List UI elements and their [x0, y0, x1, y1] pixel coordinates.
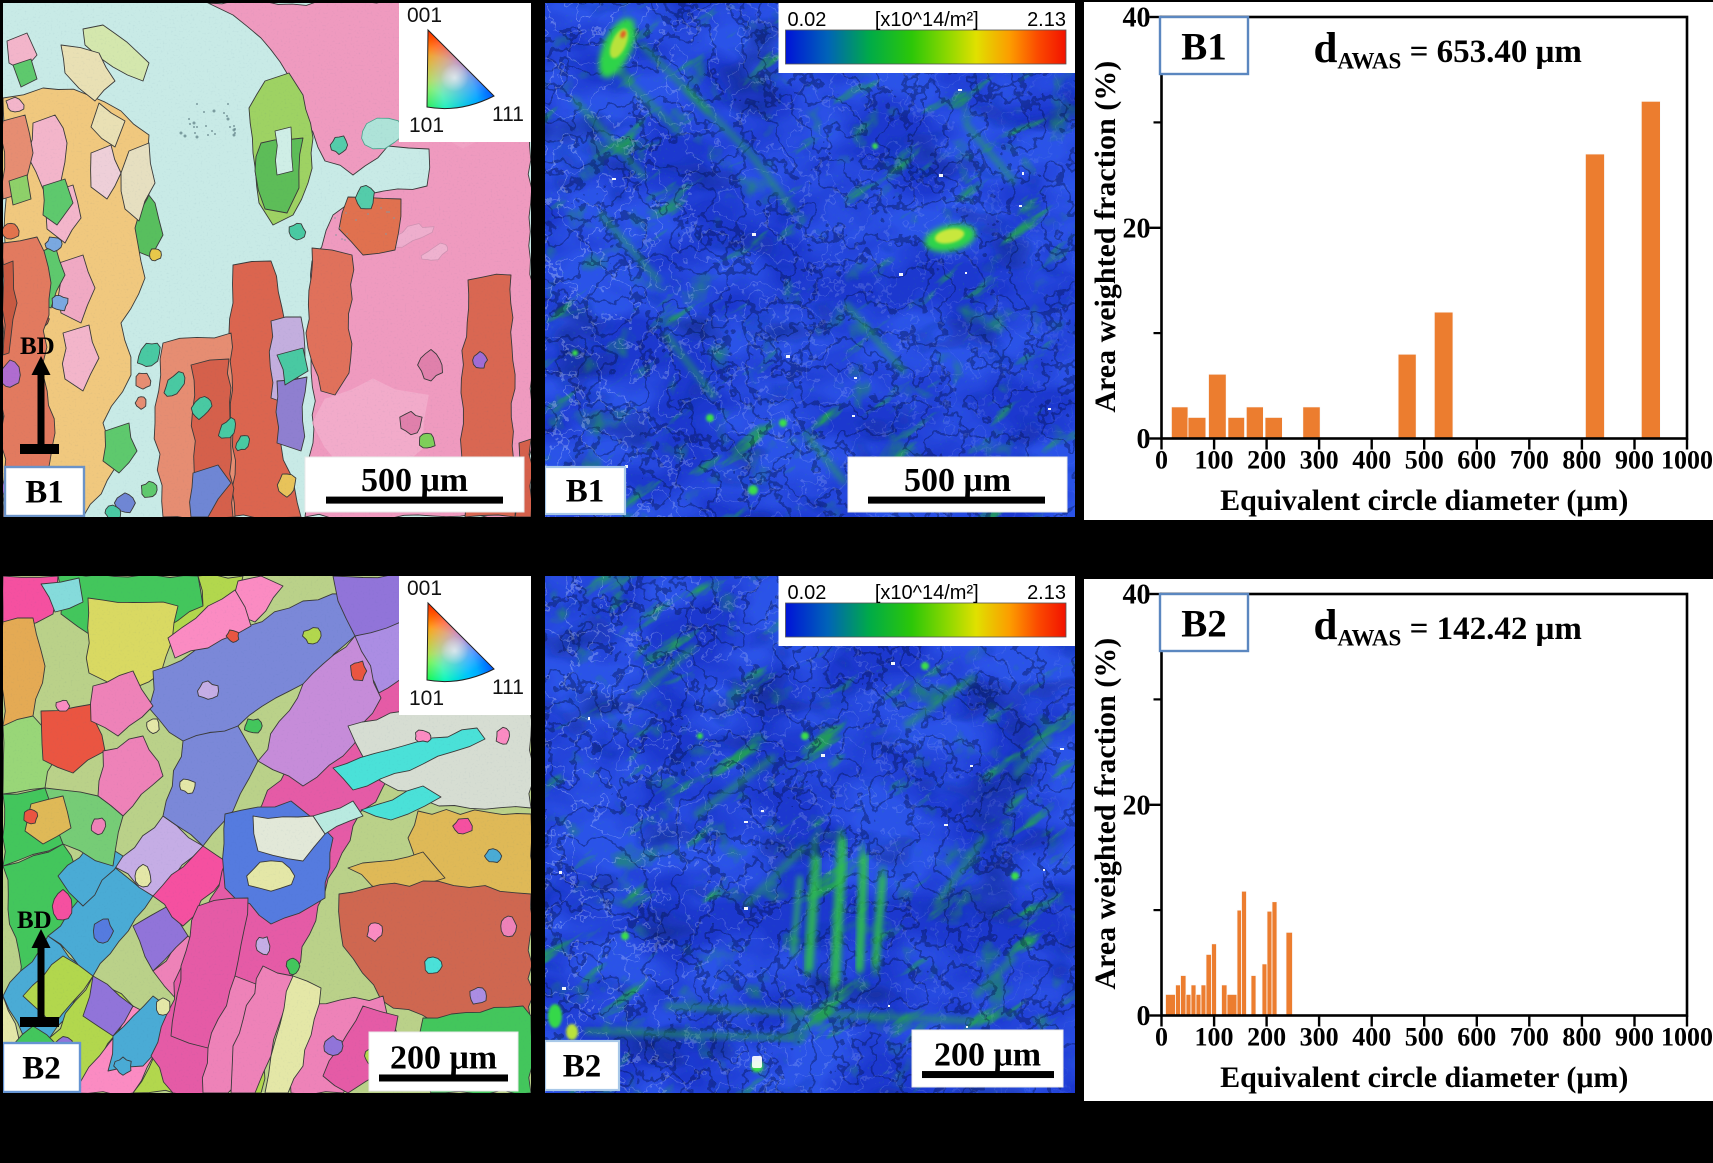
svg-text:B2: B2: [1181, 603, 1227, 646]
svg-text:B1: B1: [25, 475, 64, 511]
svg-text:20: 20: [1123, 790, 1151, 821]
svg-text:Area weighted fraction (%): Area weighted fraction (%): [1089, 61, 1122, 413]
svg-text:0.02: 0.02: [788, 582, 827, 604]
svg-text:500 μm: 500 μm: [904, 462, 1011, 499]
svg-text:800: 800: [1562, 446, 1601, 475]
svg-text:600: 600: [1457, 1023, 1496, 1052]
svg-text:001: 001: [407, 4, 442, 27]
svg-text:[x10^14/m²]: [x10^14/m²]: [875, 582, 979, 604]
svg-text:B1: B1: [566, 474, 605, 510]
svg-text:300: 300: [1300, 446, 1339, 475]
svg-text:dAWAS = 142.42 μm: dAWAS = 142.42 μm: [1314, 602, 1582, 651]
svg-text:40: 40: [1123, 3, 1151, 34]
svg-text:400: 400: [1352, 446, 1391, 475]
svg-text:20: 20: [1123, 213, 1151, 244]
svg-text:2.13: 2.13: [1027, 582, 1066, 604]
svg-text:300: 300: [1300, 1023, 1339, 1052]
svg-text:B2: B2: [22, 1051, 61, 1087]
svg-text:0: 0: [1155, 1023, 1168, 1052]
svg-text:100: 100: [1195, 1023, 1234, 1052]
svg-text:2.13: 2.13: [1027, 9, 1066, 31]
svg-text:500 μm: 500 μm: [361, 462, 468, 499]
svg-text:Equivalent circle diameter (μm: Equivalent circle diameter (μm): [1220, 484, 1628, 517]
svg-text:200 μm: 200 μm: [390, 1040, 497, 1077]
svg-text:0.02: 0.02: [788, 9, 827, 31]
svg-text:800: 800: [1562, 1023, 1601, 1052]
svg-text:0: 0: [1137, 1001, 1151, 1032]
svg-text:100: 100: [1195, 446, 1234, 475]
svg-text:101: 101: [409, 114, 444, 137]
svg-text:40: 40: [1123, 580, 1151, 611]
svg-text:Area weighted fraction (%): Area weighted fraction (%): [1089, 638, 1122, 990]
svg-text:500: 500: [1405, 1023, 1444, 1052]
svg-text:101: 101: [409, 687, 444, 710]
svg-text:700: 700: [1510, 446, 1549, 475]
svg-text:200: 200: [1247, 446, 1286, 475]
svg-text:Equivalent circle diameter (μm: Equivalent circle diameter (μm): [1220, 1061, 1628, 1094]
svg-text:dAWAS = 653.40 μm: dAWAS = 653.40 μm: [1314, 25, 1582, 74]
svg-text:200: 200: [1247, 1023, 1286, 1052]
svg-text:1000: 1000: [1661, 446, 1713, 475]
svg-text:111: 111: [492, 103, 524, 126]
svg-text:1000: 1000: [1661, 1023, 1713, 1052]
svg-text:111: 111: [492, 676, 524, 699]
svg-text:900: 900: [1615, 446, 1654, 475]
svg-text:B1: B1: [1181, 26, 1227, 69]
svg-text:700: 700: [1510, 1023, 1549, 1052]
svg-text:[x10^14/m²]: [x10^14/m²]: [875, 9, 979, 31]
svg-text:500: 500: [1405, 446, 1444, 475]
svg-text:0: 0: [1137, 424, 1151, 455]
svg-text:B2: B2: [563, 1049, 602, 1085]
svg-text:400: 400: [1352, 1023, 1391, 1052]
svg-text:001: 001: [407, 577, 442, 600]
svg-text:BD: BD: [20, 333, 55, 360]
svg-text:900: 900: [1615, 1023, 1654, 1052]
svg-text:600: 600: [1457, 446, 1496, 475]
svg-text:200 μm: 200 μm: [934, 1036, 1041, 1073]
svg-text:0: 0: [1155, 446, 1168, 475]
svg-text:BD: BD: [17, 907, 52, 934]
